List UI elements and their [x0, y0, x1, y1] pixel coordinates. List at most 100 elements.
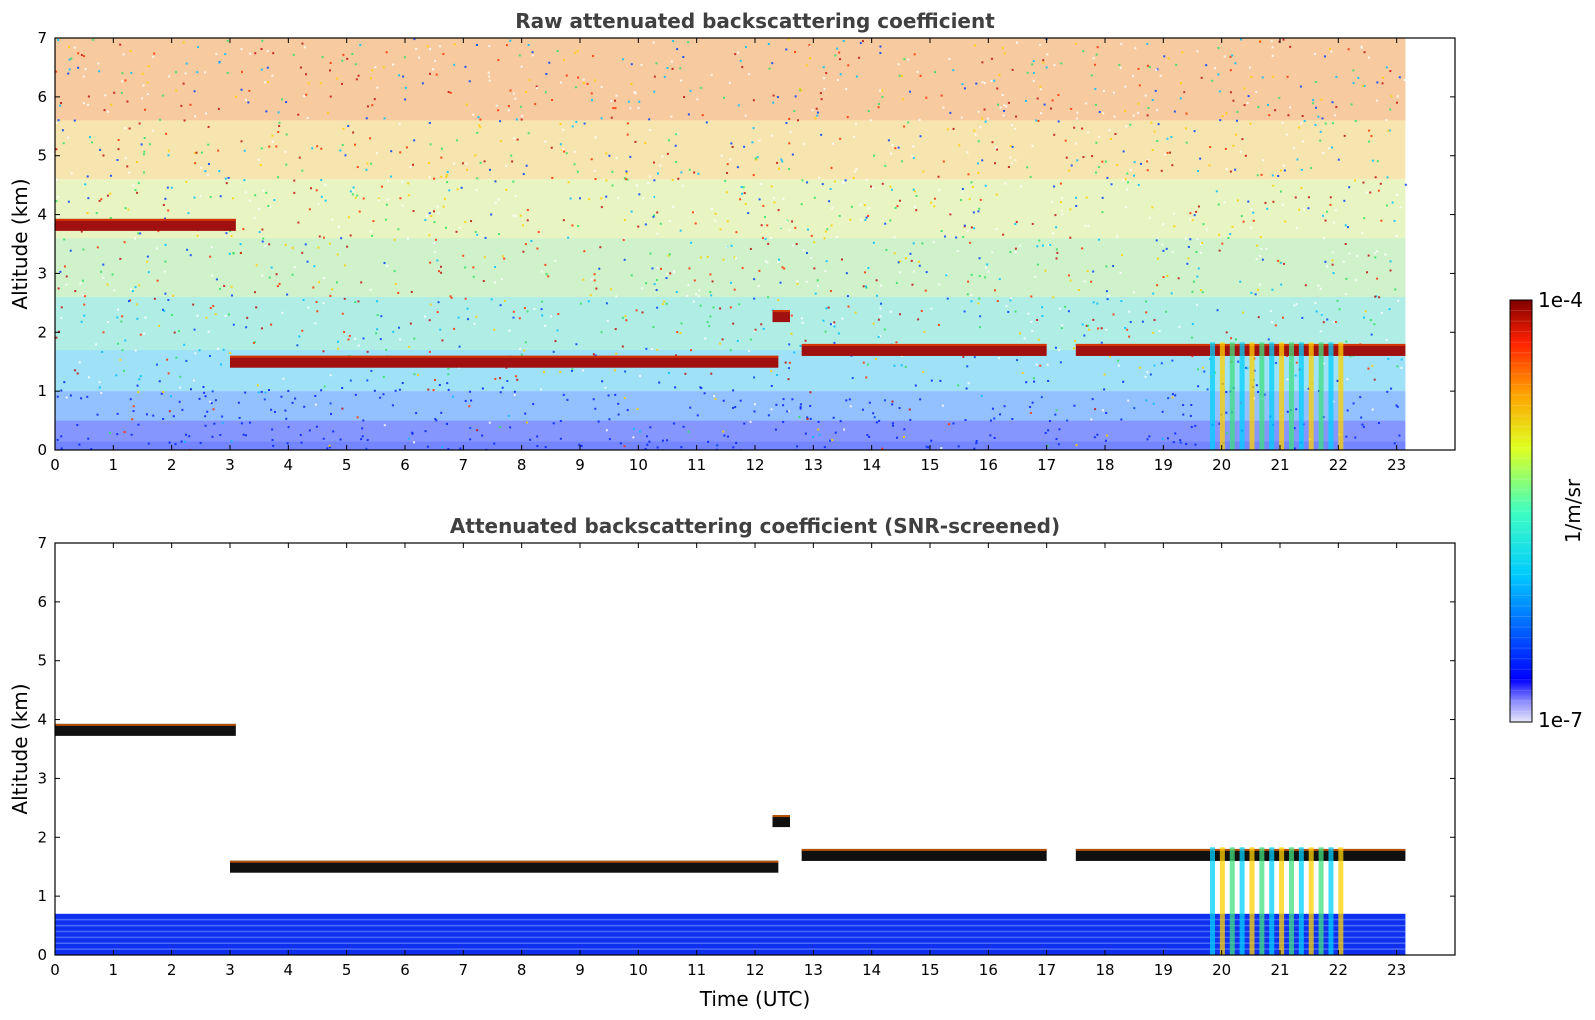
- noise-speckle: [592, 398, 595, 401]
- noise-speckle: [144, 108, 147, 111]
- noise-speckle: [1146, 64, 1149, 67]
- noise-speckle: [221, 421, 224, 424]
- noise-speckle: [1021, 371, 1024, 374]
- noise-speckle: [801, 321, 804, 324]
- noise-speckle: [127, 300, 130, 303]
- noise-speckle: [196, 314, 199, 317]
- noise-speckle: [266, 66, 269, 69]
- noise-speckle: [785, 220, 788, 223]
- noise-speckle: [413, 373, 416, 376]
- noise-speckle: [243, 149, 246, 152]
- noise-speckle: [589, 293, 592, 296]
- noise-speckle: [380, 315, 383, 318]
- noise-speckle: [318, 281, 321, 284]
- noise-speckle: [614, 328, 617, 331]
- noise-speckle: [65, 275, 68, 278]
- noise-speckle: [719, 228, 722, 231]
- noise-speckle: [428, 350, 431, 353]
- noise-speckle: [1059, 307, 1062, 310]
- noise-speckle: [128, 171, 131, 174]
- noise-speckle: [300, 441, 303, 444]
- noise-speckle: [996, 87, 999, 90]
- noise-speckle: [864, 218, 867, 221]
- noise-speckle: [1373, 378, 1376, 381]
- noise-speckle: [1173, 212, 1176, 215]
- noise-speckle: [891, 144, 894, 147]
- x-axis: 0 1 2 3 4 5 6 7 8 9 10 11 12 13 14 15 16 17 18 19 20 21 22 23: [50, 543, 1406, 979]
- noise-speckle: [1166, 274, 1169, 277]
- noise-speckle: [1075, 142, 1078, 145]
- noise-speckle: [335, 281, 338, 284]
- noise-speckle: [383, 261, 386, 264]
- noise-speckle: [767, 414, 770, 417]
- noise-speckle: [433, 177, 436, 180]
- noise-speckle: [652, 215, 655, 218]
- noise-speckle: [390, 175, 393, 178]
- noise-speckle: [1105, 265, 1108, 268]
- noise-speckle: [993, 289, 996, 292]
- noise-speckle: [544, 446, 547, 449]
- noise-speckle: [1223, 55, 1226, 58]
- noise-speckle: [215, 278, 218, 281]
- noise-speckle: [1335, 105, 1338, 108]
- noise-speckle: [126, 100, 129, 103]
- noise-speckle: [897, 261, 900, 264]
- noise-speckle: [260, 68, 263, 71]
- noise-speckle: [770, 370, 773, 373]
- noise-speckle: [991, 251, 994, 254]
- x-tick-label: 16: [979, 456, 998, 474]
- noise-speckle: [369, 77, 372, 80]
- noise-speckle: [194, 115, 197, 118]
- noise-speckle: [915, 194, 918, 197]
- noise-speckle: [836, 79, 839, 82]
- noise-speckle: [117, 148, 120, 151]
- noise-speckle: [147, 442, 150, 445]
- noise-speckle: [733, 256, 736, 259]
- noise-speckle: [640, 63, 643, 66]
- noise-speckle: [303, 46, 306, 49]
- noise-speckle: [339, 149, 342, 152]
- noise-speckle: [940, 94, 943, 97]
- noise-speckle: [832, 323, 835, 326]
- noise-speckle: [613, 369, 616, 372]
- noise-speckle: [1101, 211, 1104, 214]
- noise-speckle: [571, 368, 574, 371]
- noise-speckle: [1133, 174, 1136, 177]
- colorbar-min-label: 1e-7: [1538, 708, 1583, 732]
- noise-speckle: [99, 148, 102, 151]
- noise-speckle: [648, 128, 651, 131]
- noise-speckle: [1374, 295, 1377, 298]
- noise-speckle: [927, 446, 930, 449]
- noise-speckle: [1256, 174, 1259, 177]
- noise-speckle: [514, 97, 517, 100]
- noise-speckle: [470, 399, 473, 402]
- noise-speckle: [912, 188, 915, 191]
- noise-speckle: [587, 300, 590, 303]
- noise-speckle: [787, 38, 790, 41]
- noise-speckle: [301, 251, 304, 254]
- noise-speckle: [811, 109, 814, 112]
- noise-speckle: [1113, 115, 1116, 118]
- noise-speckle: [1087, 224, 1090, 227]
- noise-speckle: [291, 246, 294, 249]
- noise-speckle: [297, 113, 300, 116]
- noise-speckle: [907, 58, 910, 61]
- noise-speckle: [244, 191, 247, 194]
- noise-speckle: [497, 109, 500, 112]
- noise-speckle: [748, 349, 751, 352]
- noise-speckle: [594, 407, 597, 410]
- noise-speckle: [919, 398, 922, 401]
- noise-speckle: [1332, 272, 1335, 275]
- noise-speckle: [1026, 166, 1029, 169]
- noise-speckle: [891, 403, 894, 406]
- precipitation-streak: [1318, 847, 1324, 955]
- boundary-layer: [55, 913, 1406, 955]
- noise-speckle: [365, 117, 368, 120]
- noise-speckle: [1096, 302, 1099, 305]
- noise-speckle: [1229, 55, 1232, 58]
- noise-speckle: [984, 184, 987, 187]
- noise-speckle: [506, 380, 509, 383]
- noise-speckle: [791, 398, 794, 401]
- noise-speckle: [1371, 159, 1374, 162]
- noise-speckle: [319, 82, 322, 85]
